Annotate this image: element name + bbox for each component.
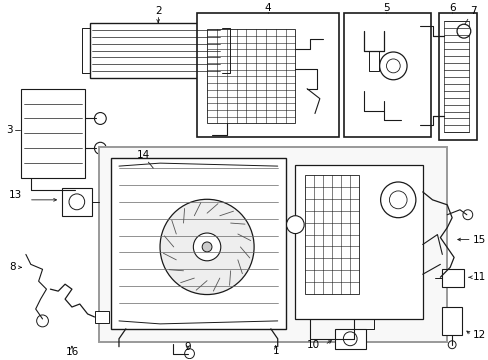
Bar <box>21 89 84 178</box>
Text: 8: 8 <box>9 262 16 272</box>
Text: 12: 12 <box>472 330 485 340</box>
Bar <box>111 158 285 329</box>
Bar <box>442 307 461 335</box>
Circle shape <box>343 332 356 346</box>
Circle shape <box>456 24 470 38</box>
Circle shape <box>286 216 304 234</box>
Bar <box>197 13 339 137</box>
Circle shape <box>184 349 194 359</box>
Circle shape <box>37 315 48 327</box>
Circle shape <box>193 233 221 261</box>
Text: 16: 16 <box>65 347 79 357</box>
Text: 6: 6 <box>448 3 454 13</box>
Circle shape <box>94 113 106 125</box>
Circle shape <box>69 194 84 210</box>
Circle shape <box>202 242 211 252</box>
Circle shape <box>94 142 106 154</box>
Bar <box>439 13 476 140</box>
Bar <box>62 188 91 216</box>
Text: 2: 2 <box>155 6 161 16</box>
Text: 1: 1 <box>272 346 279 356</box>
Bar <box>444 21 468 132</box>
Text: 9: 9 <box>184 342 190 352</box>
Circle shape <box>388 191 406 209</box>
Bar <box>89 23 222 78</box>
Bar <box>344 13 430 137</box>
Circle shape <box>386 59 399 73</box>
Text: 5: 5 <box>383 3 389 13</box>
Text: 4: 4 <box>264 3 271 13</box>
Text: 7: 7 <box>469 6 475 16</box>
Bar <box>295 165 422 319</box>
Text: 13: 13 <box>9 190 22 200</box>
Bar <box>305 175 358 294</box>
Text: 14: 14 <box>136 150 149 160</box>
Bar <box>442 269 463 287</box>
Circle shape <box>380 182 415 218</box>
Bar <box>334 329 365 349</box>
Bar <box>95 311 109 323</box>
Circle shape <box>462 210 472 220</box>
Text: 3: 3 <box>6 125 13 135</box>
Circle shape <box>379 52 406 80</box>
Circle shape <box>447 341 455 349</box>
Text: 10: 10 <box>306 340 319 350</box>
Text: 15: 15 <box>472 234 485 244</box>
Circle shape <box>160 199 254 294</box>
Bar <box>207 29 295 123</box>
FancyBboxPatch shape <box>99 147 447 342</box>
Text: 11: 11 <box>472 272 485 282</box>
